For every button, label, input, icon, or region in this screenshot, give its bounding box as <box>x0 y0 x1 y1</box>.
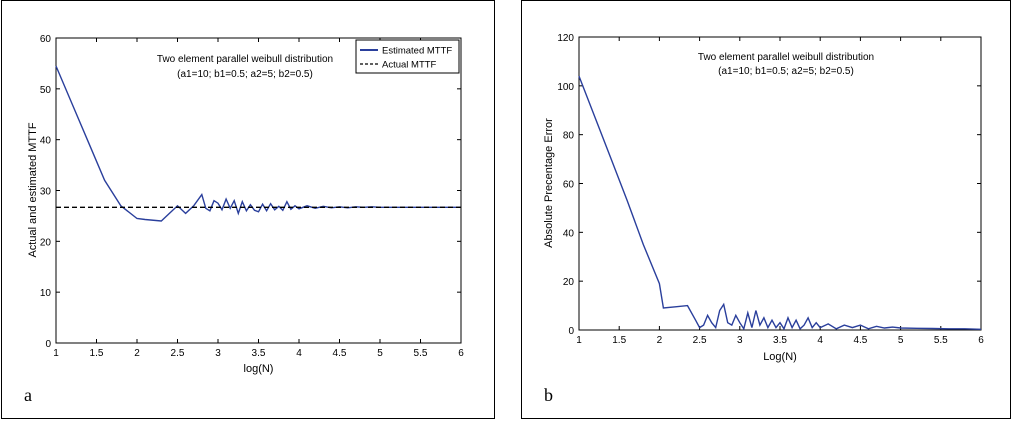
x-tick-label: 5.5 <box>414 348 428 359</box>
chart-title: Two element parallel weibull distributio… <box>698 52 874 63</box>
x-tick-label: 1 <box>576 335 582 346</box>
legend-box <box>355 39 460 74</box>
panel-letter-b: b <box>544 385 553 405</box>
x-tick-label: 5 <box>898 335 904 346</box>
x-tick-label: 2 <box>657 335 663 346</box>
series-line-estimated <box>55 65 461 222</box>
x-tick-label: 2 <box>134 348 140 359</box>
x-tick-label: 1 <box>53 348 59 359</box>
y-tick-label: 50 <box>40 85 52 96</box>
y-tick-label: 40 <box>563 228 575 239</box>
chart-b-group: 1 1.5 2 2.5 3 3.5 4 4.5 5 5.5 6020406080100120Log(… <box>543 33 984 363</box>
x-tick-label: 6 <box>458 348 464 359</box>
x-tick-label: 3.5 <box>773 335 787 346</box>
x-tick-label: 3 <box>737 335 743 346</box>
plot-area <box>578 36 982 331</box>
x-tick-label: 4 <box>296 348 302 359</box>
y-axis-label: Actual and estimated MTTF <box>27 122 39 257</box>
y-tick-label: 100 <box>557 82 574 93</box>
y-tick-label: 80 <box>563 131 575 142</box>
y-tick-label: 30 <box>40 187 52 198</box>
plot-area <box>55 37 462 344</box>
x-tick-label: 2.5 <box>693 335 707 346</box>
panel-letter-a: a <box>24 385 32 405</box>
y-tick-label: 0 <box>568 326 574 337</box>
x-tick-label: 3.5 <box>252 348 266 359</box>
chart-subtitle: (a1=10; b1=0.5; a2=5; b2=0.5) <box>177 69 313 80</box>
x-axis-label: Log(N) <box>763 351 797 363</box>
y-axis-label: Absolute Precentage Error <box>543 118 555 248</box>
x-tick-label: 4.5 <box>853 335 867 346</box>
y-tick-label: 60 <box>40 34 52 45</box>
y-tick-label: 0 <box>45 339 51 350</box>
y-tick-label: 10 <box>40 288 52 299</box>
legend-entry: Actual MTTF <box>382 60 437 71</box>
x-tick-label: 4.5 <box>333 348 347 359</box>
y-tick-label: 40 <box>40 136 52 147</box>
x-axis-label: log(N) <box>244 363 274 375</box>
x-tick-label: 2.5 <box>171 348 185 359</box>
legend-entry: Estimated MTTF <box>382 46 452 57</box>
x-tick-label: 4 <box>817 335 823 346</box>
x-tick-label: 1.5 <box>612 335 626 346</box>
x-tick-label: 6 <box>978 335 984 346</box>
chart-a-group: 1 1.5 2 2.5 3 3.5 4 4.5 5 5.5 60102030405060log(N)… <box>27 34 464 375</box>
x-tick-label: 5 <box>377 348 383 359</box>
y-tick-label: 20 <box>563 277 575 288</box>
x-tick-label: 5.5 <box>934 335 948 346</box>
chart-subtitle: (a1=10; b1=0.5; a2=5; b2=0.5) <box>718 66 854 77</box>
series-line-estimated <box>578 75 982 331</box>
x-tick-label: 3 <box>215 348 221 359</box>
y-tick-label: 120 <box>557 33 574 44</box>
chart-title: Two element parallel weibull distributio… <box>157 54 333 65</box>
y-tick-label: 20 <box>40 237 52 248</box>
y-tick-label: 60 <box>563 180 575 191</box>
x-tick-label: 1.5 <box>90 348 104 359</box>
